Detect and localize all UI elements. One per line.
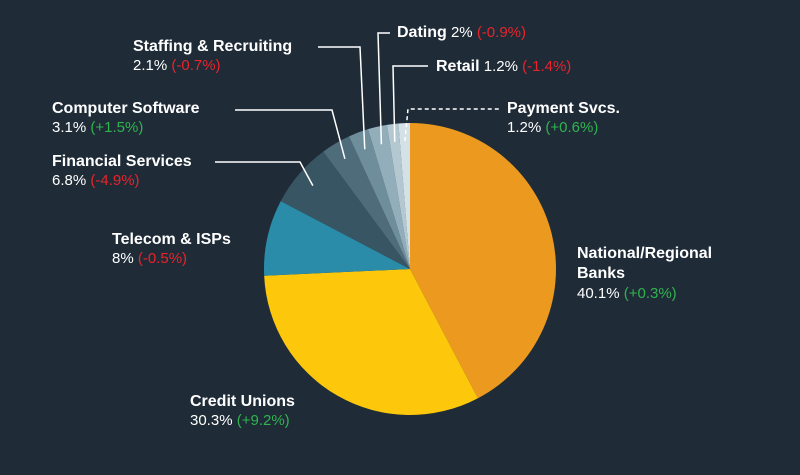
slice-change: (-0.7%) — [171, 57, 221, 74]
pie-slice-2 — [264, 201, 410, 276]
slice-value: 1.2% — [507, 119, 542, 136]
slice-name: Financial Services — [52, 153, 192, 170]
slice-change: (+1.5%) — [90, 119, 144, 136]
slice-value: 8% — [112, 250, 134, 267]
slice-name: Computer Software — [52, 100, 200, 117]
slice-change: (+0.6%) — [545, 119, 599, 136]
slice-value: 30.3% — [190, 412, 233, 429]
slice-value: 2.1% — [133, 57, 168, 74]
slice-value: 2% — [450, 24, 473, 41]
label-telecom-isps: Telecom & ISPs 8% (-0.5%) — [112, 230, 231, 268]
label-financial-services: Financial Services 6.8% (-4.9%) — [52, 152, 192, 190]
label-retail: Retail 1.2% (-1.4%) — [436, 57, 571, 76]
label-payment-svcs: Payment Svcs. 1.2% (+0.6%) — [507, 99, 620, 137]
slice-value: 1.2% — [483, 58, 518, 75]
pie-slice-0 — [410, 123, 556, 399]
pie-slice-4 — [323, 136, 410, 269]
slice-change: (-0.5%) — [137, 250, 188, 267]
slice-name: Retail — [436, 58, 480, 75]
leader-line-4 — [235, 109, 346, 159]
label-staffing-recruiting: Staffing & Recruiting 2.1% (-0.7%) — [133, 37, 292, 75]
pie-slice-1 — [264, 269, 478, 415]
label-national-regional-banks: National/Regional Banks 40.1% (+0.3%) — [577, 244, 747, 303]
slice-name: Credit Unions — [190, 393, 295, 410]
pie-slice-3 — [280, 151, 410, 269]
pie-slice-6 — [368, 124, 410, 269]
pie-slice-8 — [398, 123, 410, 269]
label-credit-unions: Credit Unions 30.3% (+9.2%) — [190, 392, 295, 430]
label-dating: Dating 2% (-0.9%) — [397, 23, 526, 42]
slice-value: 6.8% — [52, 172, 87, 189]
leader-line-3 — [215, 161, 314, 187]
slice-change: (-1.4%) — [522, 58, 572, 75]
slice-name: Staffing & Recruiting — [133, 38, 293, 55]
slice-change: (-4.9%) — [90, 172, 140, 189]
slice-name: Dating — [397, 24, 447, 41]
slice-name: Telecom & ISPs — [112, 231, 231, 248]
slice-change: (-0.9%) — [476, 24, 526, 41]
slice-change: (+9.2%) — [236, 412, 290, 429]
leader-line-7 — [392, 65, 428, 142]
slice-value: 3.1% — [52, 119, 87, 136]
leader-line-5 — [318, 46, 366, 150]
leader-line-6 — [377, 32, 390, 145]
pie-slice-5 — [349, 129, 410, 269]
slice-change: (+0.3%) — [623, 285, 677, 302]
slice-name: Payment Svcs. — [507, 100, 620, 117]
leader-line-8 — [404, 108, 500, 142]
pie-slice-7 — [386, 123, 410, 269]
slice-name: National/Regional Banks — [577, 245, 713, 282]
label-computer-software: Computer Software 3.1% (+1.5%) — [52, 99, 200, 137]
slice-value: 40.1% — [577, 285, 620, 302]
